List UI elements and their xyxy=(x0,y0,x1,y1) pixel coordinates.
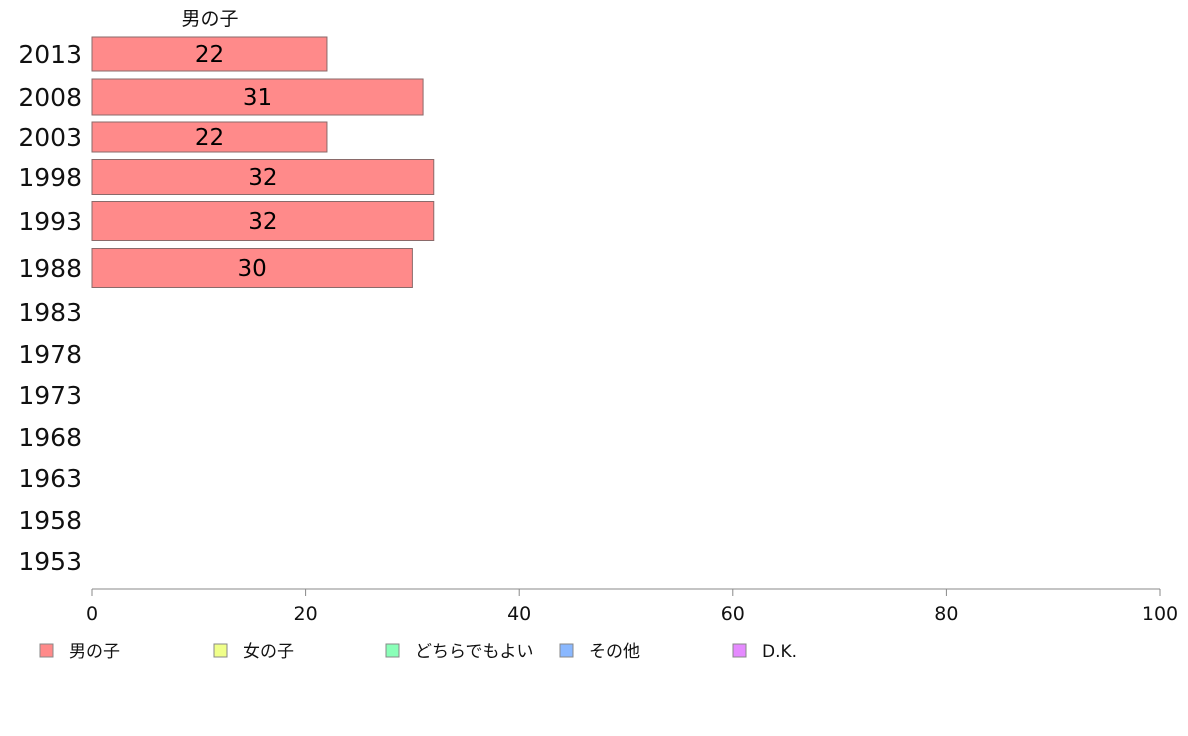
bar-label-2013-s0: 22 xyxy=(195,42,224,68)
year-label-1958: 1958 xyxy=(18,506,82,535)
legend-label-0: 男の子 xyxy=(69,642,120,662)
bar-1998-s0 xyxy=(91,159,435,195)
year-label-1998: 1998 xyxy=(18,163,82,192)
bar-label-1993-s0: 32 xyxy=(248,209,277,235)
year-label-1993: 1993 xyxy=(18,207,82,236)
bar-2003-s0 xyxy=(91,121,328,153)
legend-label-3: その他 xyxy=(589,642,640,662)
bar-label-1998-s0: 32 xyxy=(248,165,277,191)
year-label-1973: 1973 xyxy=(18,381,82,410)
year-label-2013: 2013 xyxy=(18,40,82,69)
x-tick-label-40: 40 xyxy=(507,603,531,625)
legend-label-4: D.K. xyxy=(762,642,797,662)
bar-2008-s0 xyxy=(91,78,424,116)
x-tick-label-60: 60 xyxy=(721,603,745,625)
bar-1988-s0 xyxy=(91,248,413,288)
year-label-1988: 1988 xyxy=(18,254,82,283)
year-label-1983: 1983 xyxy=(18,298,82,327)
legend-label-1: 女の子 xyxy=(243,642,294,662)
legend-swatch-4 xyxy=(732,643,747,658)
year-label-1963: 1963 xyxy=(18,464,82,493)
x-tick-label-80: 80 xyxy=(934,603,958,625)
bar-label-1988-s0: 30 xyxy=(238,256,267,282)
year-label-1953: 1953 xyxy=(18,547,82,576)
x-tick-label-100: 100 xyxy=(1142,603,1178,625)
legend-swatch-3 xyxy=(559,643,574,658)
legend-swatch-2 xyxy=(385,643,400,658)
year-label-2008: 2008 xyxy=(18,83,82,112)
legend: 男の子 女の子 どちらでもよい その他 D.K. xyxy=(39,642,797,662)
bar-label-2008-s0: 31 xyxy=(243,85,272,111)
year-label-1968: 1968 xyxy=(18,423,82,452)
bar-label-2003-s0: 22 xyxy=(195,125,224,151)
x-axis: 0 20 40 60 80 100 xyxy=(86,588,1178,625)
bar-value-labels: 22 31 22 32 32 30 xyxy=(195,42,278,282)
bar-2013-s0 xyxy=(91,36,328,72)
bars xyxy=(91,36,435,288)
year-label-1978: 1978 xyxy=(18,340,82,369)
x-tick-label-20: 20 xyxy=(294,603,318,625)
legend-swatch-0 xyxy=(39,643,54,658)
year-labels: 2013 2008 2003 1998 1993 1988 1983 1978 1973 1968… xyxy=(18,40,82,576)
series-titles: 男の子 xyxy=(181,8,238,30)
legend-swatch-1 xyxy=(213,643,228,658)
year-label-2003: 2003 xyxy=(18,123,82,152)
legend-label-2: どちらでもよい xyxy=(415,642,534,662)
x-tick-label-0: 0 xyxy=(86,603,98,625)
series-title: 男の子 xyxy=(181,8,238,30)
bar-1993-s0 xyxy=(91,201,435,241)
